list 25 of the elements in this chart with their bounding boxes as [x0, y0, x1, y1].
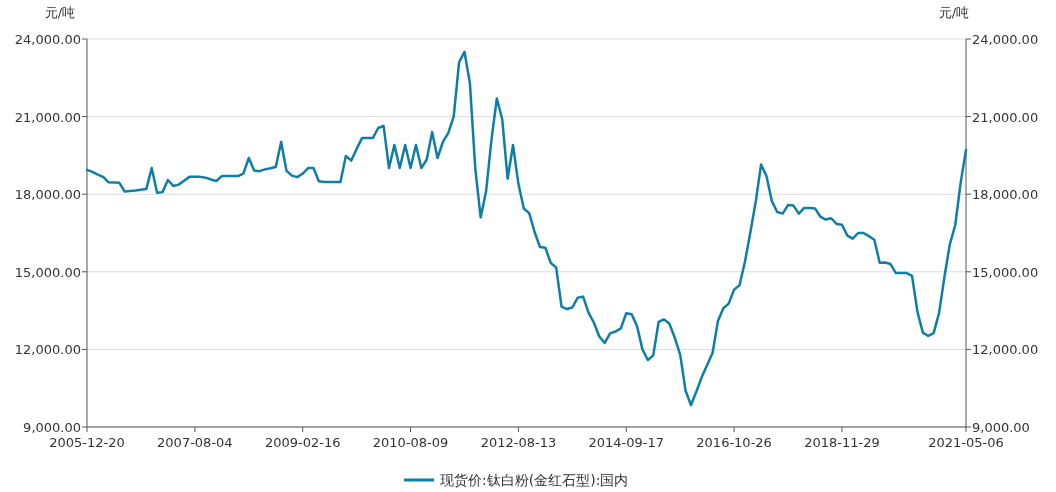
x-tick-label: 2016-10-26: [696, 435, 772, 450]
x-tick-label: 2009-02-16: [264, 435, 341, 450]
y-tick-label: 15,000.00: [14, 264, 81, 280]
y-tick-label: 9,000.00: [23, 420, 81, 435]
y2-tick-label: 9,000.00: [972, 420, 1030, 435]
y2-tick-label: 21,000.00: [972, 109, 1039, 125]
x-tick-label: 2007-08-04: [157, 435, 233, 450]
y2-axis-title: 元/吨: [938, 5, 970, 20]
y-tick-label: 24,000.00: [14, 32, 81, 47]
y2-tick-label: 24,000.00: [972, 32, 1039, 47]
legend-label: 现货价:钛白粉(金红石型):国内: [440, 472, 629, 488]
y2-tick-label: 15,000.00: [972, 264, 1039, 280]
y2-tick-label: 18,000.00: [972, 187, 1039, 203]
y-tick-label: 18,000.00: [14, 187, 81, 203]
x-tick-label: 2010-08-09: [372, 435, 449, 450]
y-axis-title: 元/吨: [44, 5, 76, 20]
legend: 现货价:钛白粉(金红石型):国内: [404, 472, 629, 488]
y2-tick-label: 12,000.00: [972, 342, 1039, 358]
y-tick-label: 12,000.00: [14, 342, 81, 358]
x-tick-label: 2014-09-17: [588, 435, 665, 450]
x-tick-label: 2005-12-20: [49, 435, 125, 450]
x-tick-label: 2018-11-29: [804, 435, 880, 450]
x-tick-label: 2012-08-13: [480, 435, 557, 450]
y-tick-label: 21,000.00: [14, 109, 81, 125]
x-tick-label: 2021-05-06: [928, 435, 1004, 450]
